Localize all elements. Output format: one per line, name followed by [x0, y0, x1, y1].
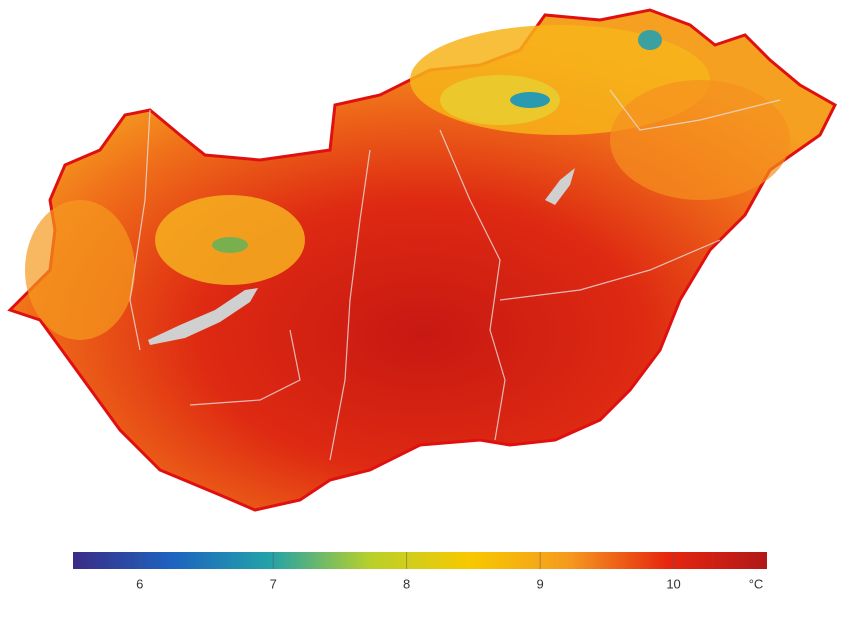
- mountain-cool: [510, 92, 550, 108]
- northern-hills: [440, 75, 560, 125]
- colorbar-tick-label: 9: [536, 576, 543, 591]
- colorbar-tick-label: 7: [270, 576, 277, 591]
- lake-balaton: [148, 288, 258, 345]
- mountain-cool: [638, 30, 662, 50]
- eastern-plain: [610, 80, 790, 200]
- hungary-map: [7, 8, 837, 512]
- western-plain: [25, 200, 135, 340]
- colorbar-scale: [73, 552, 767, 569]
- colorbar: 6 7 8 9 10 °C: [73, 552, 767, 591]
- colorbar-tick-label: 6: [136, 576, 143, 591]
- colorbar-tick-label: 10: [666, 576, 680, 591]
- colorbar-tick-label: 8: [403, 576, 410, 591]
- lake-tisza: [545, 168, 575, 205]
- mountain-cool: [212, 237, 248, 253]
- region-borders: [129, 89, 781, 461]
- colorbar-unit: °C: [749, 576, 764, 591]
